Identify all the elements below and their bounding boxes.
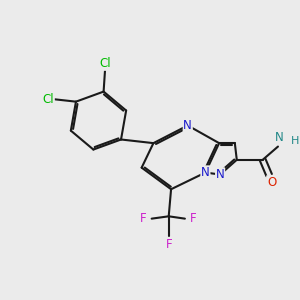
Text: Cl: Cl [99,57,111,70]
Text: O: O [267,176,276,189]
Text: F: F [190,212,196,225]
Text: H: H [291,136,299,146]
Text: Cl: Cl [43,93,54,106]
Text: F: F [140,212,147,225]
Text: N: N [275,131,284,144]
Text: N: N [201,166,210,179]
Text: N: N [216,168,224,181]
Text: F: F [165,238,172,251]
Text: N: N [183,119,192,132]
